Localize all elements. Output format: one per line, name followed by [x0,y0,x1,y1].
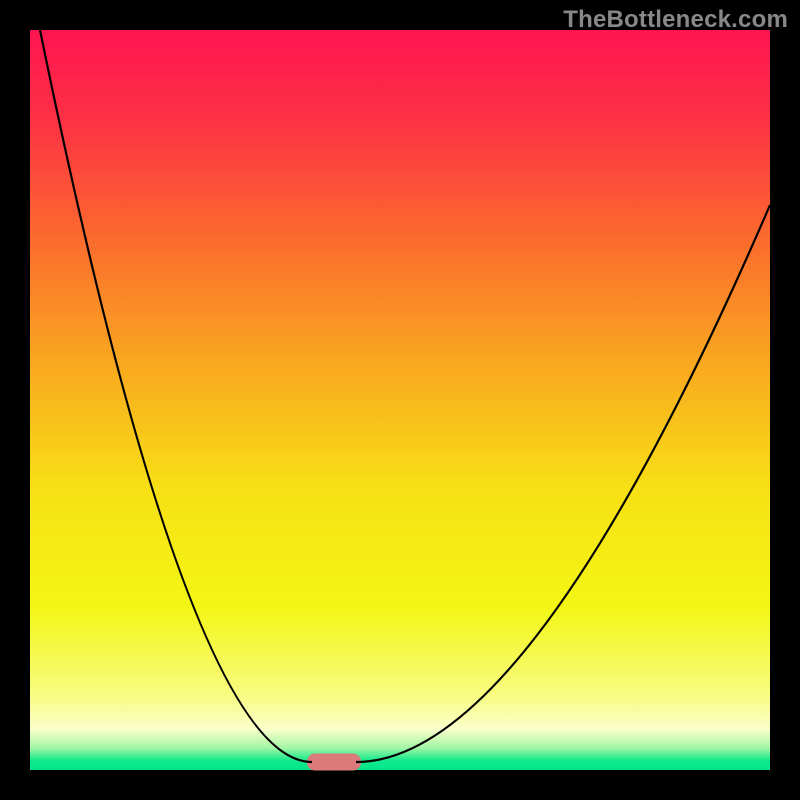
watermark-text: TheBottleneck.com [563,6,788,34]
basin-marker [307,754,361,771]
plot-area [30,30,770,770]
chart-frame: TheBottleneck.com [0,0,800,800]
chart-svg [0,0,800,800]
